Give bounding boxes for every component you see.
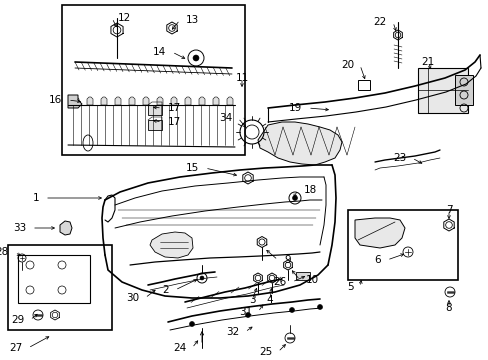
Bar (295, 272, 309, 280)
Text: 19: 19 (288, 103, 302, 113)
Text: 10: 10 (305, 275, 319, 285)
Polygon shape (129, 97, 135, 105)
Polygon shape (115, 97, 121, 105)
Text: 28: 28 (0, 247, 9, 257)
Bar (417, 68, 467, 113)
Text: 11: 11 (235, 73, 248, 83)
Polygon shape (157, 97, 163, 105)
Text: 14: 14 (152, 47, 165, 57)
Text: 30: 30 (125, 293, 139, 303)
Polygon shape (258, 122, 341, 165)
Polygon shape (87, 97, 93, 105)
Text: 8: 8 (445, 303, 451, 313)
Text: 31: 31 (238, 307, 251, 317)
Circle shape (289, 307, 294, 312)
Text: 16: 16 (49, 95, 62, 105)
Text: 9: 9 (284, 255, 290, 265)
Text: 34: 34 (218, 113, 231, 123)
Text: 17: 17 (168, 103, 181, 113)
Text: 22: 22 (373, 17, 386, 27)
Text: 21: 21 (421, 57, 434, 67)
Circle shape (317, 305, 322, 310)
Circle shape (189, 321, 194, 327)
Text: 24: 24 (172, 343, 185, 353)
Polygon shape (226, 97, 232, 105)
Bar (8, 245, 112, 330)
Text: 15: 15 (185, 163, 199, 173)
Text: 25: 25 (258, 347, 271, 357)
Bar (357, 80, 369, 90)
Bar (62, 5, 244, 155)
Polygon shape (213, 97, 219, 105)
Text: 20: 20 (340, 60, 353, 70)
Polygon shape (142, 97, 149, 105)
Bar (148, 105, 162, 115)
Text: 3: 3 (248, 295, 255, 305)
Text: 13: 13 (185, 15, 199, 25)
Polygon shape (354, 218, 404, 248)
Text: 2: 2 (162, 285, 169, 295)
Text: 26: 26 (272, 277, 285, 287)
Polygon shape (199, 97, 204, 105)
Text: 18: 18 (304, 185, 317, 195)
Text: 12: 12 (118, 13, 131, 23)
Bar (454, 75, 472, 105)
Polygon shape (60, 221, 72, 235)
Bar (148, 120, 162, 130)
Bar (18, 255, 90, 303)
Circle shape (292, 195, 297, 201)
Polygon shape (184, 97, 191, 105)
Polygon shape (73, 97, 79, 105)
Polygon shape (150, 232, 193, 258)
Polygon shape (171, 97, 177, 105)
Text: 32: 32 (225, 327, 239, 337)
Text: 27: 27 (9, 343, 22, 353)
Text: 23: 23 (392, 153, 405, 163)
Polygon shape (68, 95, 82, 108)
Text: 33: 33 (13, 223, 26, 233)
Text: 7: 7 (445, 205, 451, 215)
Circle shape (245, 312, 250, 318)
Text: 17: 17 (168, 117, 181, 127)
Text: 29: 29 (11, 315, 24, 325)
Circle shape (200, 276, 203, 280)
Bar (347, 210, 457, 280)
Text: 1: 1 (32, 193, 39, 203)
Polygon shape (101, 97, 107, 105)
Circle shape (193, 55, 199, 61)
Text: 5: 5 (346, 282, 353, 292)
Text: 4: 4 (266, 295, 273, 305)
Text: 6: 6 (374, 255, 380, 265)
